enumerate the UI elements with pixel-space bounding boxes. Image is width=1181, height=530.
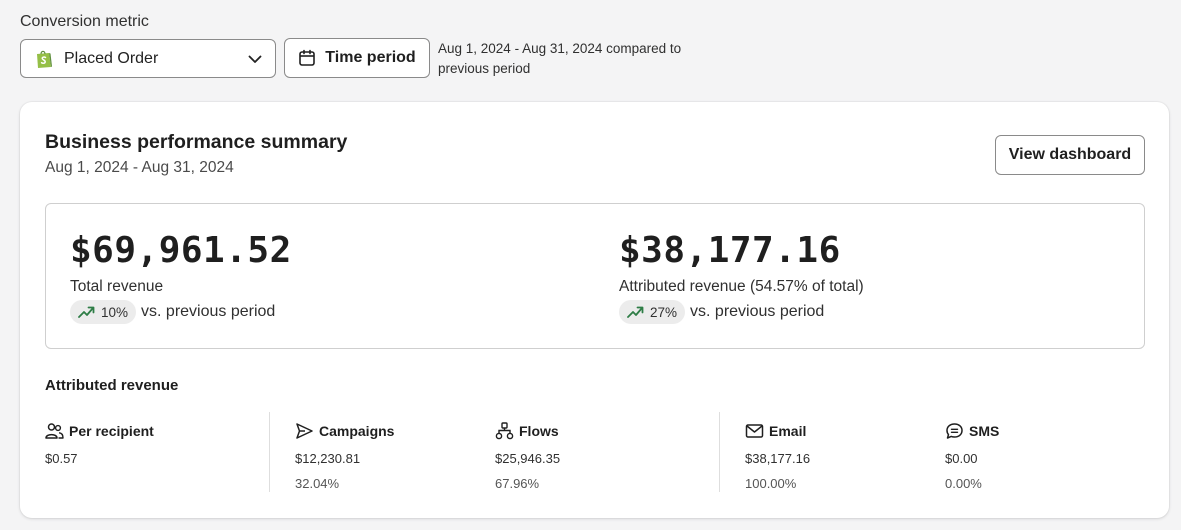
column-divider [269, 412, 270, 492]
revenue-summary-box: $69,961.52 Total revenue 10% vs. previou… [45, 203, 1145, 349]
total-revenue-label: Total revenue [70, 278, 164, 295]
calendar-icon [298, 49, 316, 67]
column-value: $12,230.81 [295, 451, 361, 466]
time-period-label: Time period [325, 49, 416, 66]
column-value: $0.57 [45, 451, 78, 466]
column-title: SMS [969, 423, 1000, 439]
trend-up-icon [627, 305, 644, 319]
column-title: Email [769, 423, 807, 439]
sms-column: SMS $0.00 0.00% [945, 422, 999, 491]
column-divider [719, 412, 720, 492]
column-percent: 0.00% [945, 476, 982, 491]
flows-column: Flows $25,946.35 67.96% [495, 422, 560, 491]
column-percent: 67.96% [495, 476, 540, 491]
sms-icon [945, 422, 964, 440]
attributed-revenue-heading: Attributed revenue [45, 377, 179, 394]
time-period-button[interactable]: Time period [284, 38, 430, 78]
change-badge: 27% [619, 300, 686, 324]
comparison-period-note: Aug 1, 2024 - Aug 31, 2024 compared to p… [438, 41, 682, 76]
attributed-revenue-value: $38,177.16 [619, 230, 841, 271]
send-icon [295, 422, 314, 440]
conversion-metric-value: Placed Order [64, 49, 159, 67]
total-revenue-change: 10% vs. previous period [70, 300, 275, 324]
card-date-range: Aug 1, 2024 - Aug 31, 2024 [45, 159, 234, 176]
view-dashboard-button[interactable]: View dashboard [995, 135, 1145, 175]
chevron-down-icon [247, 51, 263, 67]
column-title: Per recipient [69, 423, 154, 439]
attributed-revenue-change: 27% vs. previous period [619, 300, 824, 324]
change-badge: 10% [70, 300, 137, 324]
conversion-metric-label: Conversion metric [20, 13, 149, 30]
flow-icon [495, 422, 514, 440]
column-title: Campaigns [319, 423, 395, 439]
change-value: 10% [101, 304, 129, 320]
comparison-label: vs. previous period [690, 303, 825, 320]
campaigns-column: Campaigns $12,230.81 32.04% [295, 422, 394, 491]
conversion-metric-select[interactable]: Placed Order [20, 39, 276, 78]
column-value: $0.00 [945, 451, 978, 466]
mail-icon [745, 422, 764, 440]
per-recipient-column: Per recipient $0.57 [45, 422, 154, 466]
column-value: $25,946.35 [495, 451, 561, 466]
people-icon [45, 422, 64, 440]
card-title: Business performance summary [45, 131, 348, 153]
email-column: Email $38,177.16 100.00% [745, 422, 810, 491]
comparison-label: vs. previous period [141, 303, 276, 320]
column-value: $38,177.16 [745, 451, 811, 466]
shopify-bag-icon [35, 49, 53, 69]
attributed-revenue-label: Attributed revenue (54.57% of total) [619, 278, 864, 295]
total-revenue-value: $69,961.52 [70, 230, 292, 271]
column-title: Flows [519, 423, 559, 439]
column-percent: 100.00% [745, 476, 797, 491]
business-performance-card: Business performance summary Aug 1, 2024… [20, 102, 1169, 518]
change-value: 27% [650, 304, 678, 320]
column-percent: 32.04% [295, 476, 340, 491]
trend-up-icon [78, 305, 95, 319]
